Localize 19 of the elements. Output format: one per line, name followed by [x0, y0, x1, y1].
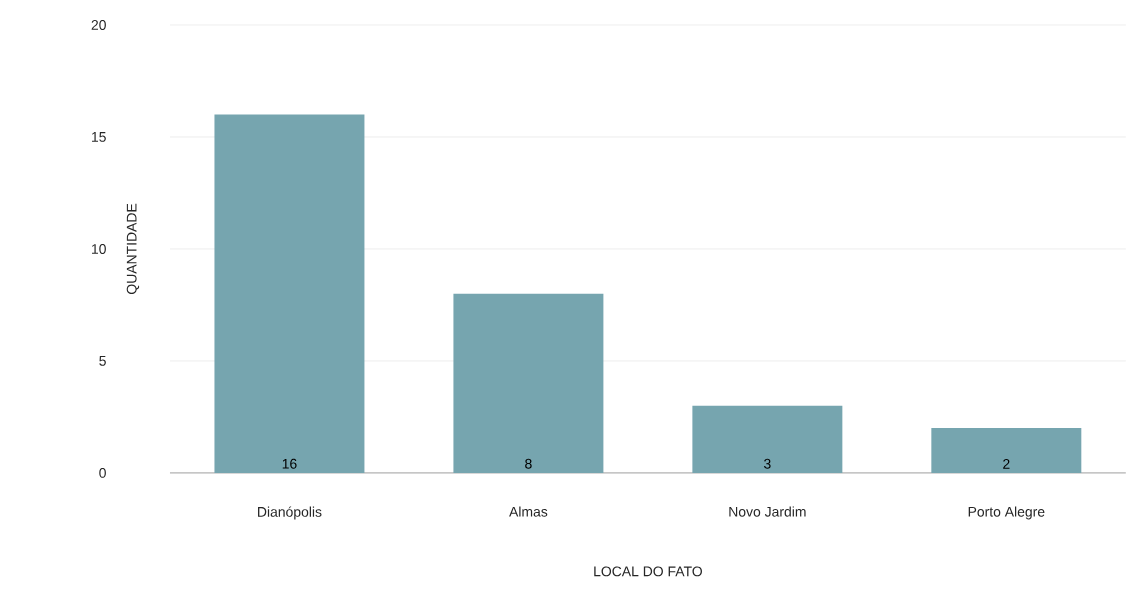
data-label: 8 — [525, 458, 532, 469]
y-tick-label: 15 — [92, 132, 106, 142]
x-tick-label: Porto Alegre — [968, 506, 1045, 520]
y-tick-label: 20 — [91, 20, 106, 30]
data-label: 2 — [1003, 459, 1010, 469]
bar — [214, 114, 365, 473]
bar — [692, 405, 843, 473]
data-label: 16 — [282, 458, 297, 469]
y-tick-label: 0 — [99, 468, 106, 478]
bar — [453, 293, 604, 473]
bar — [931, 428, 1082, 473]
x-tick-label: Almas — [509, 506, 548, 517]
data-label: 3 — [764, 458, 771, 469]
y-tick-label: 5 — [99, 356, 106, 366]
x-axis-title: LOCAL DO FATO — [594, 566, 702, 577]
x-tick-label: Novo Jardim — [729, 506, 806, 517]
y-axis-title: QUANTIDADE — [126, 203, 140, 295]
x-tick-label: Dianópolis — [258, 506, 322, 520]
y-tick-label: 10 — [92, 244, 106, 254]
